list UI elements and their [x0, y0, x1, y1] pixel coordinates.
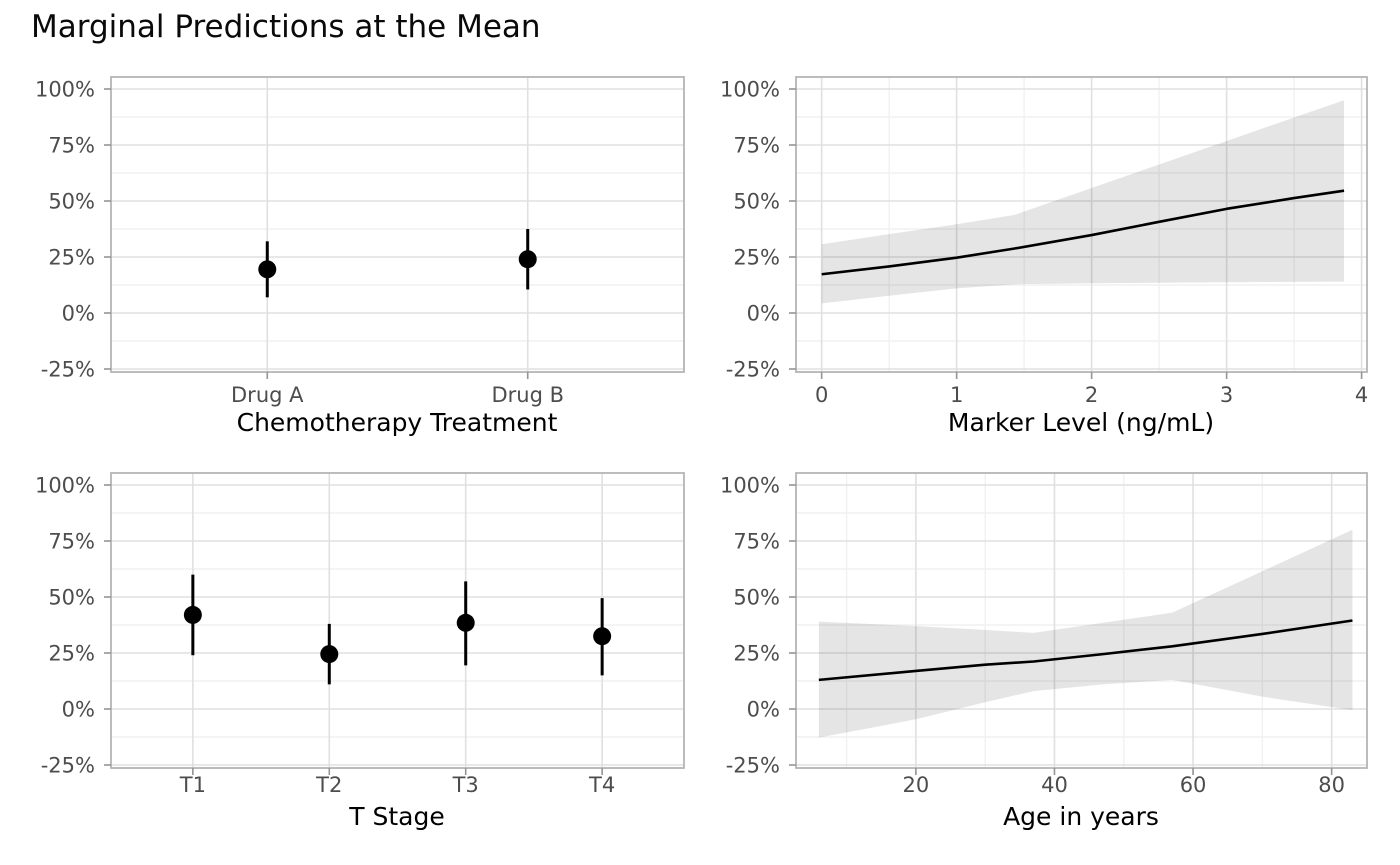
x-tick-label: 4 [1355, 383, 1368, 407]
y-tick-label: 100% [35, 474, 95, 498]
x-axis-title-chemotherapy-treatment: Chemotherapy Treatment [236, 408, 558, 437]
x-axis-title-age: Age in years [1003, 802, 1159, 831]
y-tick-label: 0% [747, 302, 780, 326]
tick-labels: 100% 75% 50% 25% 0% -25% Drug A Drug B [35, 78, 564, 408]
point-estimate-drug-b [518, 250, 537, 269]
y-tick-label: -25% [726, 358, 780, 382]
x-tick-label: Drug A [231, 383, 304, 407]
panel-border [110, 472, 685, 769]
panel-background [796, 77, 1367, 372]
axis-tick-marks [104, 484, 603, 775]
y-tick-label: 0% [62, 302, 95, 326]
panel-t-stage: 100% 75% 50% 25% 0% -25% T1 T2 T3 T4 [35, 472, 685, 798]
tick-labels: 100% 75% 50% 25% 0% -25% 20 40 60 80 [720, 474, 1345, 798]
panel-border [795, 76, 1368, 373]
major-gridlines [111, 77, 684, 372]
panel-chemotherapy-treatment: 100% 75% 50% 25% 0% -25% Drug A Drug B [35, 76, 685, 408]
minor-gridlines [111, 116, 684, 342]
panel-background [111, 77, 684, 372]
x-tick-label: 1 [950, 383, 963, 407]
y-tick-label: 25% [733, 642, 780, 666]
panel-border [795, 472, 1368, 769]
prediction-line [818, 619, 1353, 682]
x-tick-label: 0 [815, 383, 828, 407]
major-gridlines [111, 473, 684, 768]
axis-tick-marks [789, 484, 1333, 775]
x-tick-label: 2 [1085, 383, 1098, 407]
panel-marker-level-ng-ml: 100% 75% 50% 25% 0% -25% 0 1 2 3 4 [720, 76, 1368, 408]
y-tick-label: 75% [48, 134, 95, 158]
y-tick-label: -25% [41, 358, 95, 382]
y-tick-label: 75% [733, 530, 780, 554]
minor-gridlines [111, 512, 684, 738]
point-estimate-drug-a [258, 260, 277, 279]
prediction-line [821, 189, 1345, 276]
y-tick-label: -25% [726, 754, 780, 778]
major-gridlines [796, 473, 1367, 768]
y-tick-label: 0% [62, 698, 95, 722]
minor-gridlines [796, 77, 1367, 372]
y-tick-label: 0% [747, 698, 780, 722]
x-tick-label: T3 [452, 773, 479, 797]
axis-tick-marks [789, 88, 1363, 379]
y-tick-label: 100% [720, 78, 780, 102]
x-axis-title-t-stage: T Stage [349, 802, 445, 831]
y-tick-label: 75% [48, 530, 95, 554]
x-tick-label: 20 [903, 773, 930, 797]
panel-background [796, 473, 1367, 768]
point-estimate-t2 [320, 645, 339, 664]
x-tick-label: Drug B [491, 383, 564, 407]
y-tick-label: 50% [48, 190, 95, 214]
x-tick-label: T1 [179, 773, 206, 797]
confidence-ribbon [818, 529, 1353, 738]
minor-gridlines [796, 473, 1367, 768]
panel-border [110, 76, 685, 373]
x-tick-label: 40 [1041, 773, 1068, 797]
y-tick-label: 25% [733, 246, 780, 270]
y-tick-label: 50% [733, 586, 780, 610]
y-tick-label: -25% [41, 754, 95, 778]
tick-labels: 100% 75% 50% 25% 0% -25% T1 T2 T3 T4 [35, 474, 615, 798]
y-tick-label: 25% [48, 642, 95, 666]
x-tick-label: 80 [1318, 773, 1345, 797]
panel-age-in-years: 100% 75% 50% 25% 0% -25% 20 40 60 80 [720, 472, 1368, 798]
point-estimate-t3 [456, 613, 475, 632]
x-tick-label: 60 [1180, 773, 1207, 797]
point-estimate-t1 [183, 605, 202, 624]
y-tick-label: 25% [48, 246, 95, 270]
figure-title: Marginal Predictions at the Mean [31, 9, 541, 45]
x-tick-label: 3 [1220, 383, 1233, 407]
x-tick-label: T2 [315, 773, 342, 797]
x-tick-label: T4 [588, 773, 615, 797]
point-estimate-t4 [593, 627, 612, 646]
y-tick-label: 75% [733, 134, 780, 158]
x-axis-title-marker-level: Marker Level (ng/mL) [947, 408, 1215, 437]
tick-labels: 100% 75% 50% 25% 0% -25% 0 1 2 3 4 [720, 78, 1368, 408]
y-tick-label: 100% [35, 78, 95, 102]
confidence-ribbon [821, 100, 1345, 304]
y-tick-label: 100% [720, 474, 780, 498]
y-tick-label: 50% [48, 586, 95, 610]
axis-tick-marks [104, 88, 529, 379]
y-tick-label: 50% [733, 190, 780, 214]
panel-background [111, 473, 684, 768]
